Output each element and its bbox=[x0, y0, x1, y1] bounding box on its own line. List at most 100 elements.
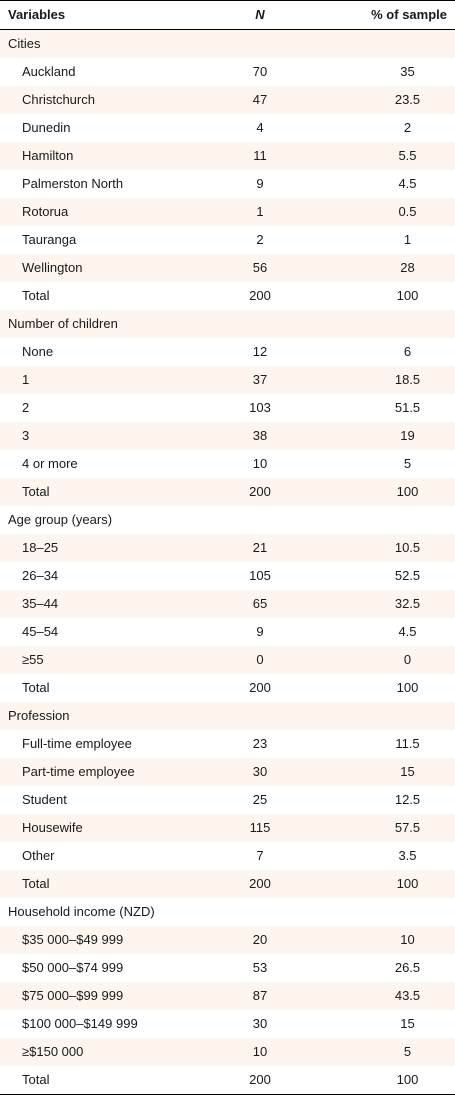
row-percent: 15 bbox=[400, 1016, 415, 1031]
table-row: ≥$150 000 10 5 bbox=[0, 1038, 455, 1066]
table-row: Christchurch 47 23.5 bbox=[0, 86, 455, 114]
row-n: 200 bbox=[200, 870, 320, 898]
table-body: Cities Auckland 70 35 Christchurch 47 23.5 Dune… bbox=[0, 29, 455, 1095]
table-row: 4 or more 10 5 bbox=[0, 450, 455, 478]
row-label: Household income (NZD) bbox=[8, 904, 155, 919]
table-row: 18–25 21 10.5 bbox=[0, 534, 455, 562]
row-label: Total bbox=[0, 1066, 200, 1095]
table-row: $100 000–$149 999 30 15 bbox=[0, 1010, 455, 1038]
table-row: $50 000–$74 999 53 26.5 bbox=[0, 954, 455, 982]
row-label: 2 bbox=[22, 400, 30, 415]
table-row: Housewife 115 57.5 bbox=[0, 814, 455, 842]
header-percent: % of sample bbox=[320, 0, 455, 30]
row-percent: 100 bbox=[320, 870, 455, 898]
row-n: 103 bbox=[249, 400, 271, 415]
row-label: Age group (years) bbox=[8, 512, 113, 527]
row-n: 200 bbox=[200, 1066, 320, 1095]
row-n: 4 bbox=[256, 120, 264, 135]
row-percent: 28 bbox=[320, 254, 455, 282]
row-n: 115 bbox=[200, 814, 320, 842]
row-label: Palmerston North bbox=[22, 176, 124, 191]
row-n: 200 bbox=[200, 478, 320, 506]
table-row: Tauranga 2 1 bbox=[0, 226, 455, 254]
row-label: Total bbox=[22, 680, 50, 695]
row-label: Other bbox=[22, 848, 55, 863]
row-percent: 32.5 bbox=[320, 590, 455, 618]
row-percent: 0 bbox=[320, 646, 455, 674]
row-percent: 12.5 bbox=[394, 792, 421, 807]
row-n: 38 bbox=[200, 422, 320, 450]
row-n: 87 bbox=[200, 982, 320, 1010]
row-n: 0 bbox=[200, 646, 320, 674]
table-row: Dunedin 4 2 bbox=[0, 114, 455, 142]
row-percent: 5.5 bbox=[320, 142, 455, 170]
table-row: Total 200 100 bbox=[0, 674, 455, 702]
row-percent: 15 bbox=[320, 758, 455, 786]
row-percent: 100 bbox=[320, 478, 455, 506]
row-percent: 11.5 bbox=[395, 736, 420, 751]
row-n: 37 bbox=[200, 366, 320, 394]
row-label: None bbox=[22, 344, 54, 359]
row-n: 9 bbox=[256, 176, 264, 191]
row-n: 30 bbox=[252, 1016, 268, 1031]
row-label: 45–54 bbox=[22, 624, 59, 639]
table-row: 3 38 19 bbox=[0, 422, 455, 450]
table-row: ≥55 0 0 bbox=[0, 646, 455, 674]
row-percent: 18.5 bbox=[320, 366, 455, 394]
row-n bbox=[200, 29, 320, 58]
row-percent bbox=[320, 702, 455, 730]
row-label: Full-time employee bbox=[22, 736, 132, 751]
row-n: 11 bbox=[200, 142, 320, 170]
table-row: 35–44 65 32.5 bbox=[0, 590, 455, 618]
row-percent: 35 bbox=[400, 64, 415, 79]
row-percent bbox=[320, 29, 455, 58]
row-label: 4 or more bbox=[22, 456, 78, 471]
row-n bbox=[200, 898, 320, 926]
row-label: 1 bbox=[0, 366, 200, 394]
row-label: Total bbox=[0, 478, 200, 506]
table-row: Wellington 56 28 bbox=[0, 254, 455, 282]
row-percent bbox=[320, 506, 455, 534]
row-label: 26–34 bbox=[22, 568, 59, 583]
row-n: 56 bbox=[200, 254, 320, 282]
row-percent: 4.5 bbox=[398, 624, 417, 639]
row-percent bbox=[320, 898, 455, 926]
table-row: 2 103 51.5 bbox=[0, 394, 455, 422]
row-label: Total bbox=[0, 870, 200, 898]
section-header-row: Cities bbox=[0, 29, 455, 58]
row-n: 12 bbox=[252, 344, 268, 359]
row-n: 200 bbox=[249, 680, 271, 695]
table-row: 1 37 18.5 bbox=[0, 366, 455, 394]
row-label: $75 000–$99 999 bbox=[0, 982, 200, 1010]
row-percent: 4.5 bbox=[398, 176, 417, 191]
row-percent: 52.5 bbox=[394, 568, 421, 583]
row-label: $50 000–$74 999 bbox=[22, 960, 124, 975]
table-row: Student 25 12.5 bbox=[0, 786, 455, 814]
table-row: Other 7 3.5 bbox=[0, 842, 455, 870]
row-label: Hamilton bbox=[0, 142, 200, 170]
row-n: 2 bbox=[256, 232, 264, 247]
table-row: Total 200 100 bbox=[0, 870, 455, 898]
header-variables: Variables bbox=[0, 0, 200, 30]
row-percent: 6 bbox=[403, 344, 412, 359]
table-row: Palmerston North 9 4.5 bbox=[0, 170, 455, 198]
table-header-row: Variables N % of sample bbox=[0, 0, 455, 30]
row-label: 3 bbox=[0, 422, 200, 450]
row-n: 47 bbox=[200, 86, 320, 114]
row-label: 18–25 bbox=[0, 534, 200, 562]
row-label: Profession bbox=[0, 702, 200, 730]
row-percent: 100 bbox=[396, 288, 419, 303]
section-header-row: Profession bbox=[0, 702, 455, 730]
table-row: Hamilton 11 5.5 bbox=[0, 142, 455, 170]
table-row: 45–54 9 4.5 bbox=[0, 618, 455, 646]
table-row: Part-time employee 30 15 bbox=[0, 758, 455, 786]
row-percent: 10 bbox=[320, 926, 455, 954]
row-label: $100 000–$149 999 bbox=[22, 1016, 138, 1031]
row-percent: 3.5 bbox=[398, 848, 417, 863]
row-label: Housewife bbox=[0, 814, 200, 842]
table-row: $75 000–$99 999 87 43.5 bbox=[0, 982, 455, 1010]
table-row: Auckland 70 35 bbox=[0, 58, 455, 86]
row-n: 9 bbox=[256, 624, 264, 639]
row-n: 23 bbox=[252, 736, 268, 751]
